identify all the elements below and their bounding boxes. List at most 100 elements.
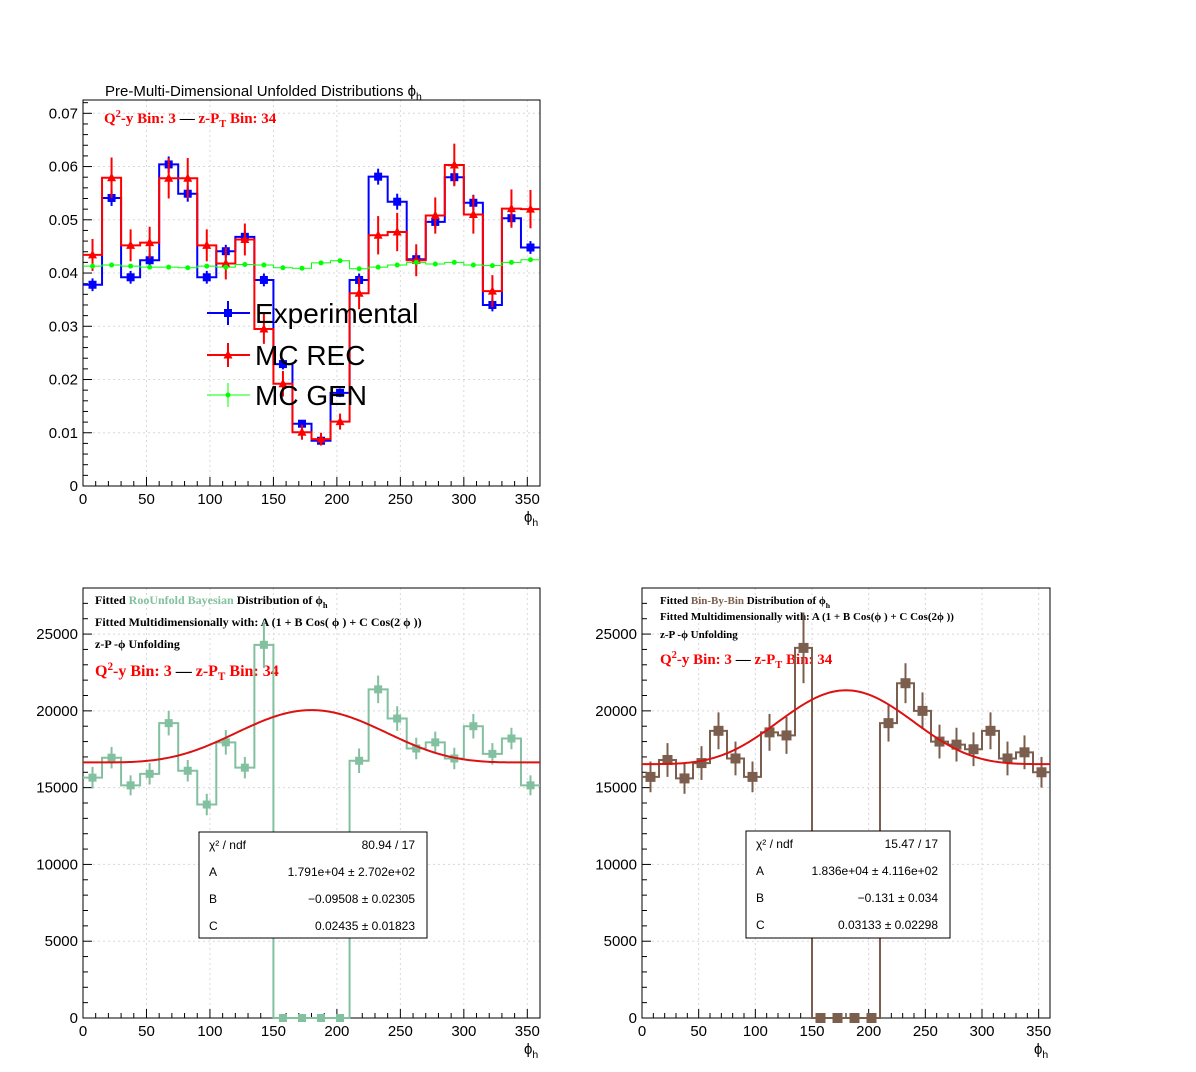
x-axis-label: ϕh​	[524, 1041, 538, 1061]
data-point	[430, 210, 440, 220]
data-point	[202, 800, 211, 809]
data-point	[278, 378, 288, 388]
y-tick-label: 25000	[595, 626, 637, 643]
legend-marker	[223, 350, 233, 359]
data-point	[107, 753, 116, 762]
title-line-1: Fitted Bin-By-Bin Distribution of ϕh​	[660, 595, 831, 610]
stats-value: 0.03133 ± 0.02298	[838, 918, 938, 932]
data-point	[900, 678, 911, 689]
data-point	[815, 1013, 826, 1023]
y-tick-label: 25000	[36, 626, 78, 643]
y-tick-label: 0.01	[49, 425, 78, 442]
data-point	[223, 264, 229, 270]
data-point	[204, 263, 210, 269]
x-tick-label: 200	[856, 1023, 881, 1040]
data-point	[221, 258, 231, 267]
y-tick-label: 0.04	[49, 265, 78, 282]
data-point	[240, 234, 250, 243]
stats-value: 15.47 / 17	[885, 837, 939, 851]
y-tick-label: 0	[70, 1010, 78, 1027]
series-line	[83, 163, 540, 441]
histogram	[83, 621, 540, 1022]
y-tick-label: 15000	[36, 780, 78, 797]
x-tick-label: 100	[197, 1023, 222, 1040]
data-point	[164, 173, 174, 182]
data-point	[713, 725, 724, 736]
data-point	[432, 261, 438, 267]
y-tick-label: 0.06	[49, 159, 78, 176]
data-point	[126, 273, 135, 282]
x-tick-label: 250	[388, 491, 413, 508]
y-tick-label: 20000	[36, 703, 78, 720]
data-point	[527, 257, 533, 263]
data-point	[109, 262, 115, 268]
data-point	[88, 280, 97, 289]
chart-title: Pre-Multi-Dimensional Unfolded Distribut…	[105, 83, 422, 103]
data-point	[318, 260, 324, 266]
histogram	[642, 612, 1050, 1023]
data-point	[90, 263, 96, 269]
data-point	[88, 249, 98, 259]
x-tick-label: 0	[79, 491, 87, 508]
data-point	[487, 286, 497, 295]
x-tick-label: 300	[969, 1023, 994, 1040]
data-point	[147, 264, 153, 270]
x-tick-label: 0	[79, 1023, 87, 1040]
data-point	[431, 738, 440, 747]
data-point	[526, 243, 535, 252]
title-line-1: Fitted RooUnfold Bayesian Distribution o…	[95, 593, 328, 610]
x-tick-label: 150	[261, 1023, 286, 1040]
stats-box: χ² / ndf 80.94 / 17 A 1.791e+04 ± 2.702e+02…	[198, 831, 428, 939]
title-line-3: z-P -ϕ Unfolding	[95, 637, 180, 651]
panel-2: 0 50 100 150 200 250 300 350 0 5000 10000 15000 2000…	[36, 587, 541, 1061]
x-axis-label: ϕh​	[1034, 1041, 1048, 1061]
legend-label: Experimental	[255, 298, 418, 329]
x-tick-label: 50	[138, 491, 155, 508]
data-point	[185, 265, 191, 271]
legend: Experimental MC REC MC GEN	[207, 298, 418, 411]
x-tick-label: 300	[451, 491, 476, 508]
data-point	[951, 739, 962, 750]
plot-frame	[82, 587, 541, 1019]
x-tick-label: 350	[515, 491, 540, 508]
legend-marker	[224, 309, 232, 317]
data-point	[297, 427, 307, 436]
stats-value: −0.131 ± 0.034	[858, 891, 939, 905]
x-tick-label: 150	[799, 1023, 824, 1040]
data-point	[126, 240, 136, 249]
y-tick-label: 10000	[595, 856, 637, 873]
data-point	[917, 705, 928, 716]
legend-label: MC GEN	[255, 380, 367, 411]
stats-label: C	[756, 918, 765, 932]
x-tick-label: 0	[638, 1023, 646, 1040]
bin-label: Q2​-y Bin: 3 — z-PT​ Bin: 34	[660, 650, 833, 671]
data-point	[317, 1014, 326, 1022]
x-axis-label: ϕh​	[524, 509, 538, 529]
data-point	[242, 262, 248, 268]
data-point	[866, 1013, 877, 1023]
data-point	[781, 730, 792, 741]
stats-label: χ² / ndf	[209, 838, 247, 852]
stats-label: B	[756, 891, 764, 905]
data-point	[730, 753, 741, 764]
data-point	[375, 264, 381, 270]
data-point	[145, 237, 155, 247]
data-point	[221, 738, 230, 747]
data-point	[126, 781, 135, 790]
data-point	[508, 259, 514, 265]
data-point	[451, 259, 457, 265]
series-line	[83, 259, 540, 270]
data-point	[525, 204, 535, 213]
data-point	[374, 685, 383, 694]
data-point	[934, 736, 945, 747]
data-point	[183, 766, 192, 775]
stats-value: 1.836e+04 ± 4.116e+02	[812, 864, 939, 878]
data-point	[164, 719, 173, 728]
series-mc-gen	[83, 257, 540, 272]
data-point	[336, 1014, 345, 1022]
histogram-line	[642, 646, 1050, 1019]
data-point	[356, 266, 362, 272]
y-tick-label: 20000	[595, 703, 637, 720]
data-point	[393, 197, 402, 206]
